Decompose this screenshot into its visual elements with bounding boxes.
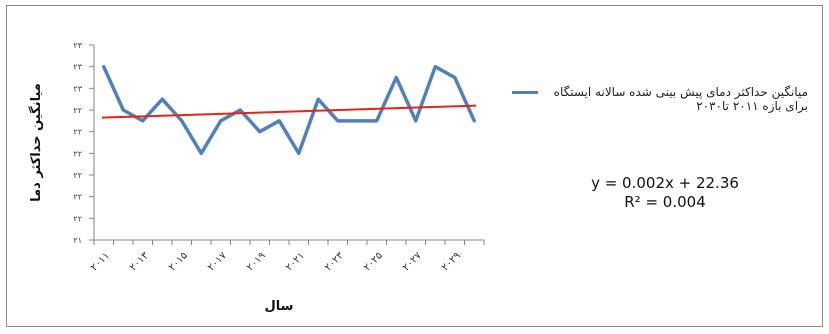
- y-tick-label: ۲۳: [73, 84, 82, 93]
- y-tick-label: ۲۲: [73, 171, 82, 180]
- y-axis-title: میانگین حداکثر دما: [28, 83, 44, 202]
- trendline-equation: y = 0.002x + 22.36: [591, 174, 739, 192]
- x-tick-label: ۲۰۱۹: [245, 250, 268, 273]
- series-line: [102, 64, 476, 156]
- trendline: [101, 104, 477, 119]
- y-tick-label: ۲۳: [73, 63, 82, 72]
- legend-label: میانگین حداکثر دمای پیش بینی شده سالانه …: [553, 85, 808, 113]
- x-tick-label: ۲۰۱۵: [167, 250, 190, 273]
- x-tick-label: ۲۰۱۳: [128, 250, 151, 273]
- y-tick-label: ۲۲: [73, 149, 82, 158]
- y-tick-label: ۲۲: [73, 106, 82, 115]
- legend-swatch: [512, 91, 538, 94]
- y-tick-label: ۲۲: [73, 128, 82, 137]
- chart-frame: [6, 5, 823, 327]
- x-tick-label: ۲۰۲۱: [284, 250, 307, 273]
- y-tick-label: ۲۱: [73, 236, 82, 245]
- y-tick-label: ۲۲: [73, 214, 82, 223]
- x-tick-label: ۲۰۱۱: [89, 250, 112, 273]
- trendline-r-squared: R² = 0.004: [624, 193, 706, 211]
- y-tick-label: ۲۲: [73, 193, 82, 202]
- legend: میانگین حداکثر دمای پیش بینی شده سالانه …: [498, 85, 808, 113]
- x-axis-title: سال: [265, 299, 294, 314]
- x-tick-label: ۲۰۲۳: [323, 250, 346, 273]
- y-tick-label: ۲۳: [73, 41, 82, 50]
- x-tick-label: ۲۰۲۵: [362, 250, 385, 273]
- x-tick-label: ۲۰۲۹: [440, 250, 463, 273]
- x-tick-label: ۲۰۲۷: [401, 250, 424, 273]
- x-tick-label: ۲۰۱۷: [206, 250, 229, 273]
